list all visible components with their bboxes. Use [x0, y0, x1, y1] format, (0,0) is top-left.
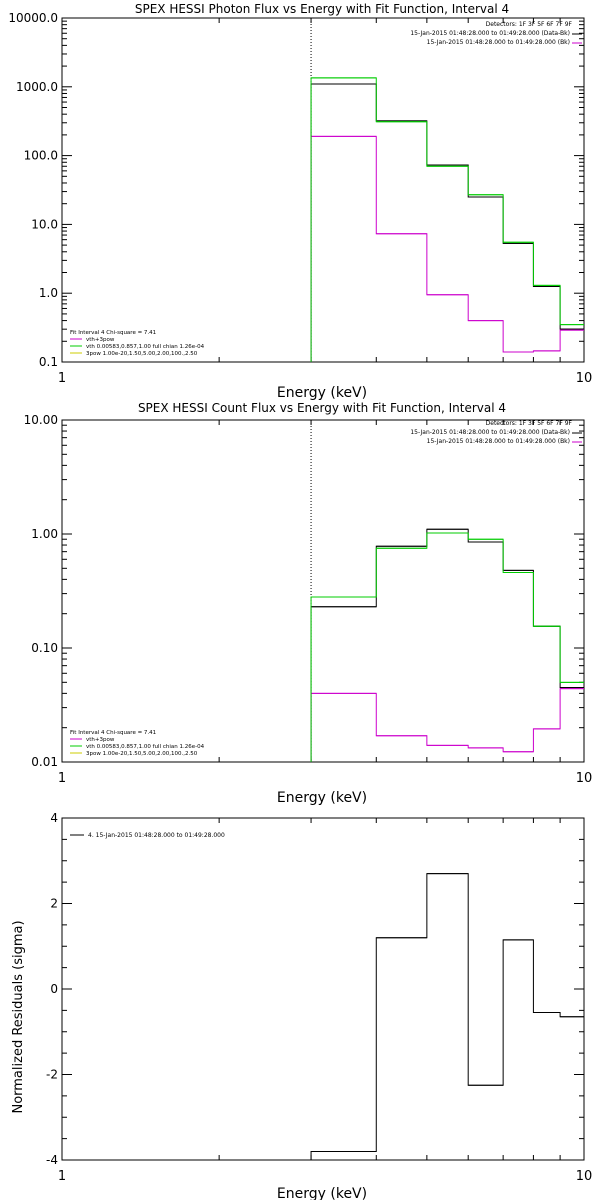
photon-flux-background-series-line [310, 135, 584, 362]
count-flux-fit-series-line [310, 532, 584, 762]
photon-flux-xlabel: Energy (keV) [277, 385, 367, 401]
photon-flux-header-data: 15-Jan-2015 01:48:28.000 to 01:49:28.000… [410, 30, 570, 37]
residuals-y-tick-label: -4 [46, 1153, 58, 1167]
residuals-xlabel: Energy (keV) [277, 1186, 367, 1200]
residuals-y-tick-label: 2 [50, 897, 58, 911]
photon-flux-y-tick-label: 10000.0 [8, 11, 58, 25]
residuals-legend-label: 4. 15-Jan-2015 01:48:28.000 to 01:49:28.… [88, 832, 225, 839]
residuals-y-tick-label: -2 [46, 1068, 58, 1082]
photon-flux-header-detectors: Detectors: 1F 3F 5F 6F 7F 9F [486, 21, 573, 28]
count-flux-background-series-line [310, 688, 584, 762]
photon-flux-header-bk: 15-Jan-2015 01:48:28.000 to 01:49:28.000… [427, 39, 570, 46]
residuals-y-tick-label: 4 [50, 811, 58, 825]
count-flux-axes-frame [61, 419, 585, 763]
photon-flux-fit-note: Fit Interval 4 Chi-square = 7.41 [70, 330, 156, 336]
photon-flux-data-series-line [310, 83, 584, 362]
photon-flux-axes-frame [61, 17, 585, 363]
photon-flux-y-tick-label: 100.0 [24, 149, 58, 163]
count-flux-legend-vth: vth 0.00583,0.857,1.00 full chian 1.26e-… [86, 744, 205, 750]
residuals-panel: 4. 15-Jan-2015 01:48:28.000 to 01:49:28.… [11, 811, 592, 1200]
count-flux-fit-note: Fit Interval 4 Chi-square = 7.41 [70, 730, 156, 736]
count-flux-y-tick-label: 10.00 [24, 413, 58, 427]
photon-flux-x-tick-label: 10 [576, 371, 593, 386]
residuals-x-tick-label: 10 [576, 1169, 593, 1184]
residuals-y-tick-label: 0 [50, 982, 58, 996]
count-flux-x-tick-label: 10 [576, 771, 593, 786]
count-flux-y-tick-label: 0.10 [31, 641, 58, 655]
photon-flux-panel: SPEX HESSI Photon Flux vs Energy with Fi… [8, 2, 592, 401]
residuals-x-tick-label: 1 [58, 1169, 66, 1184]
photon-flux-y-tick-label: 1000.0 [16, 80, 58, 94]
count-flux-title: SPEX HESSI Count Flux vs Energy with Fit… [138, 401, 506, 415]
photon-flux-y-tick-label: 1.0 [39, 286, 58, 300]
photon-flux-x-tick-label: 1 [58, 371, 66, 386]
photon-flux-fit-series-line [310, 77, 584, 362]
count-flux-legend-3pow: 3pow 1.00e-20,1.50,5.00,2.00,100.,2.50 [86, 751, 198, 757]
count-flux-legend-model: vth+3pow [86, 737, 115, 743]
count-flux-y-tick-label: 0.01 [31, 755, 58, 769]
count-flux-xlabel: Energy (keV) [277, 790, 367, 806]
count-flux-y-tick-label: 1.00 [31, 527, 58, 541]
photon-flux-title: SPEX HESSI Photon Flux vs Energy with Fi… [135, 2, 509, 16]
count-flux-panel: SPEX HESSI Count Flux vs Energy with Fit… [24, 401, 593, 806]
photon-flux-y-tick-label: 0.1 [39, 355, 58, 369]
residuals-axes-frame [61, 817, 585, 1161]
photon-flux-legend-3pow: 3pow 1.00e-20,1.50,5.00,2.00,100.,2.50 [86, 351, 198, 357]
photon-flux-legend-model: vth+3pow [86, 337, 115, 343]
count-flux-x-tick-label: 1 [58, 771, 66, 786]
count-flux-header-data: 15-Jan-2015 01:48:28.000 to 01:49:28.000… [410, 429, 570, 436]
photon-flux-y-tick-label: 10.0 [31, 217, 58, 231]
residuals-data-series-line [310, 873, 584, 1160]
count-flux-header-bk: 15-Jan-2015 01:48:28.000 to 01:49:28.000… [427, 438, 570, 445]
residuals-ylabel: Normalized Residuals (sigma) [11, 920, 26, 1113]
count-flux-data-series-line [310, 528, 584, 762]
photon-flux-legend-vth: vth 0.00583,0.857,1.00 full chian 1.26e-… [86, 344, 205, 350]
count-flux-header-detectors: Detectors: 1F 3F 5F 6F 7F 9F [486, 420, 573, 427]
